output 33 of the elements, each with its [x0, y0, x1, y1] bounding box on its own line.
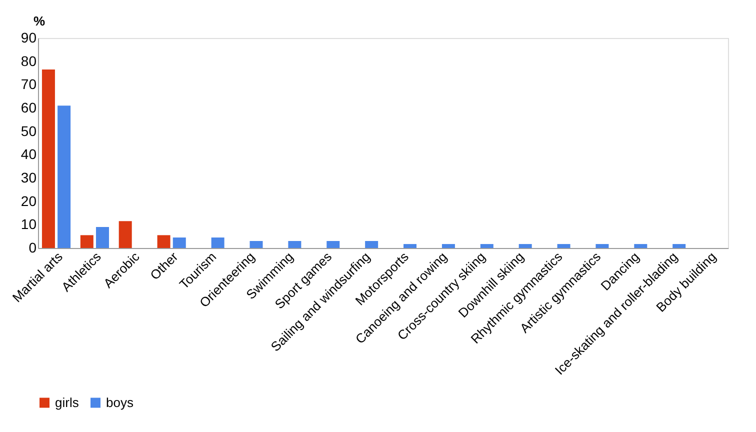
- y-tick-label: 70: [20, 76, 37, 92]
- y-tick-label: 60: [20, 100, 37, 116]
- y-tick-label: 80: [20, 52, 37, 69]
- bar: [326, 241, 340, 248]
- bar: [211, 238, 224, 248]
- bar: [634, 244, 648, 248]
- y-tick-label: 50: [20, 122, 37, 139]
- legend-label: boys: [106, 394, 134, 410]
- bar: [58, 106, 71, 248]
- legend-label: girls: [55, 394, 80, 410]
- bar: [288, 241, 302, 248]
- y-tick-label: 90: [20, 30, 37, 46]
- bar: [80, 235, 94, 248]
- bar: [96, 227, 109, 248]
- bar: [596, 244, 609, 248]
- bar: [365, 241, 378, 248]
- bar: [172, 238, 186, 248]
- bar: [480, 244, 494, 248]
- bar: [157, 235, 170, 248]
- y-axis-title: %: [34, 14, 46, 28]
- bar: [442, 244, 455, 248]
- y-tick-label: 20: [20, 192, 37, 209]
- y-tick-label: 10: [20, 216, 37, 232]
- y-tick-label: 30: [20, 170, 37, 186]
- bar: [518, 244, 532, 248]
- bar: [42, 70, 55, 248]
- y-tick-label: 0: [28, 240, 37, 256]
- bar: [118, 221, 132, 248]
- bar: [672, 244, 686, 248]
- bar: [404, 244, 417, 248]
- bar: [557, 244, 570, 248]
- y-tick-label: 40: [20, 146, 37, 162]
- bar: [250, 241, 263, 248]
